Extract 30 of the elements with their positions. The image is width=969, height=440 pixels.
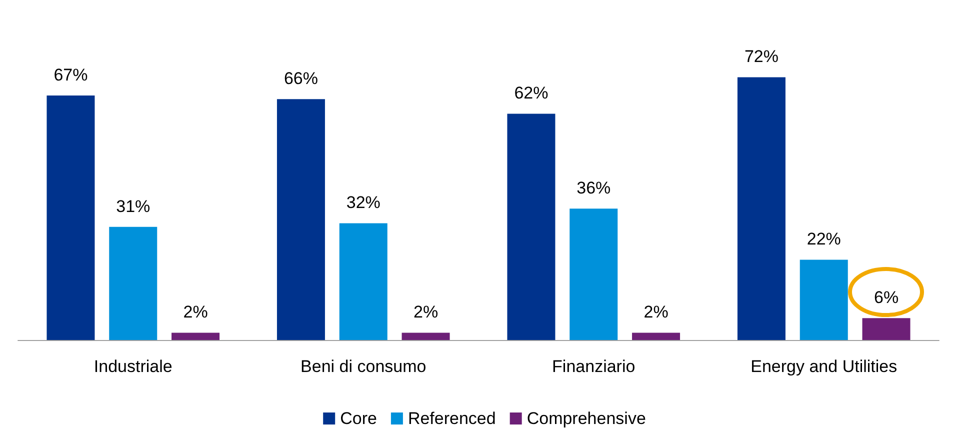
bar	[172, 332, 220, 340]
bar	[862, 318, 910, 340]
bar	[507, 114, 556, 340]
legend-label: Referenced	[408, 409, 496, 428]
legend-label: Core	[340, 409, 377, 428]
bar	[46, 95, 95, 340]
x-tick-label: Energy and Utilities	[750, 357, 898, 376]
bar	[737, 77, 786, 340]
x-tick-label: Industriale	[94, 357, 172, 376]
bar	[402, 332, 450, 340]
data-label: 2%	[644, 302, 668, 322]
bar	[276, 99, 325, 340]
data-label: 67%	[54, 65, 88, 84]
data-label: 2%	[413, 302, 438, 322]
bar	[339, 223, 388, 340]
legend-label: Comprehensive	[526, 409, 646, 428]
x-tick-label: Beni di consumo	[300, 357, 426, 376]
bar	[109, 226, 158, 340]
data-label: 32%	[346, 193, 380, 212]
bar	[570, 208, 618, 340]
data-label: 22%	[806, 230, 841, 249]
data-label: 72%	[744, 47, 778, 66]
data-label: 66%	[284, 69, 318, 88]
data-label: 6%	[874, 288, 899, 308]
x-tick-label: Finanziario	[552, 357, 636, 376]
data-label: 2%	[183, 302, 208, 322]
bar	[632, 332, 680, 340]
data-label: 31%	[116, 196, 150, 216]
data-label: 62%	[514, 84, 548, 103]
data-label: 36%	[576, 178, 611, 198]
